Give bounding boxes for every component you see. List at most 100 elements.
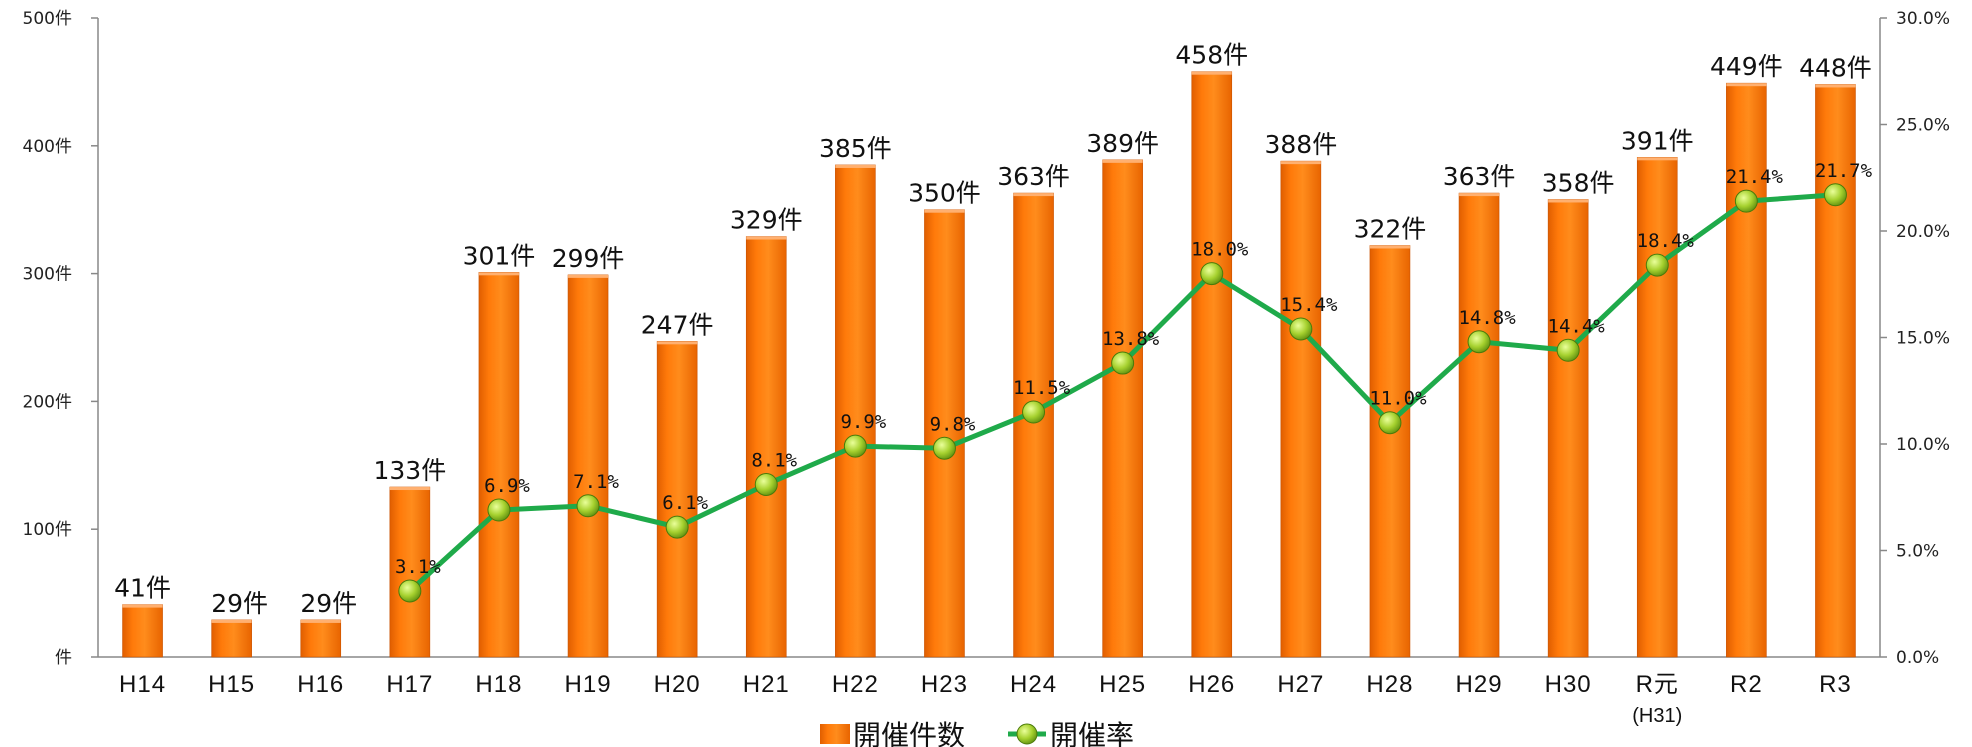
- left-axis-tick-label: 200件: [23, 392, 72, 412]
- rate-point: [932, 436, 956, 460]
- bar: [1636, 157, 1678, 658]
- bar: [300, 619, 342, 658]
- rate-point: [1022, 400, 1046, 424]
- right-axis-tick-label: 15.0%: [1896, 329, 1950, 349]
- x-axis-tick-label: H28: [1366, 671, 1413, 698]
- x-axis-tick-label: H29: [1456, 671, 1503, 698]
- left-axis-tick-label: 400件: [23, 137, 72, 157]
- bar: [567, 274, 609, 658]
- x-axis-tick-label: H22: [832, 671, 879, 698]
- bar: [1815, 84, 1856, 658]
- rate-value-label: 18.4%: [1637, 230, 1695, 252]
- bar-value-label: 389件: [1086, 129, 1159, 158]
- rate-value-label: 9.9%: [840, 411, 886, 433]
- rate-point: [398, 579, 422, 603]
- rate-value-label: 7.1%: [573, 471, 619, 493]
- bar-top-highlight: [1726, 83, 1767, 87]
- bar: [656, 341, 698, 658]
- x-axis-tick-label: H14: [119, 671, 166, 698]
- rate-point: [754, 472, 778, 496]
- rate-value-label: 21.7%: [1815, 160, 1873, 182]
- left-axis-ticks: 件 100件 200件 300件 400件 500件: [23, 9, 98, 668]
- legend-line-label: 開催率: [1050, 719, 1134, 747]
- x-axis-tick-label: H21: [743, 671, 790, 698]
- right-axis-tick-label: 10.0%: [1896, 435, 1950, 455]
- bar-top-highlight: [1102, 159, 1143, 163]
- bar: [924, 209, 965, 658]
- bar-top-highlight: [389, 487, 430, 491]
- right-axis-ticks: 0.0% 5.0% 10.0% 15.0% 20.0% 25.0% 30.0%: [1880, 9, 1950, 668]
- bar-value-label: 388件: [1264, 130, 1337, 159]
- bar-value-label: 350件: [908, 179, 981, 208]
- rate-value-label: 11.5%: [1013, 377, 1071, 399]
- x-axis-tick-label: H15: [208, 671, 255, 698]
- bar-value-label: 41件: [114, 574, 171, 603]
- bar: [1102, 159, 1143, 658]
- bar-value-label: 299件: [552, 244, 625, 273]
- bar-top-highlight: [211, 619, 252, 623]
- bar: [211, 619, 252, 658]
- rate-point: [1823, 183, 1847, 207]
- rate-value-label: 8.1%: [751, 449, 797, 471]
- rate-value-label: 14.4%: [1548, 315, 1606, 337]
- rate-point: [1556, 338, 1580, 362]
- bar-top-highlight: [835, 164, 876, 168]
- legend-line-marker: [1016, 723, 1038, 745]
- x-axis-tick-label: H30: [1545, 671, 1592, 698]
- rate-point: [1467, 330, 1491, 354]
- bar-value-label: 29件: [300, 589, 357, 618]
- bar-value-label: 458件: [1175, 41, 1248, 70]
- bar: [1726, 82, 1767, 658]
- bar-value-label: 247件: [641, 310, 714, 339]
- x-axis-tick-label: H26: [1188, 671, 1235, 698]
- rate-point: [665, 515, 689, 539]
- x-axis-tick-sublabel: (H31): [1632, 705, 1682, 727]
- x-axis-tick-label: H24: [1010, 671, 1057, 698]
- bar-value-label: 301件: [463, 241, 536, 270]
- bar-top-highlight: [568, 274, 609, 278]
- bar: [1013, 192, 1054, 658]
- x-axis-tick-label: H19: [565, 671, 612, 698]
- bar: [835, 164, 876, 658]
- rate-point: [487, 498, 511, 522]
- bar-value-label: 448件: [1799, 53, 1872, 82]
- x-axis-tick-label: H23: [921, 671, 968, 698]
- rate-point: [1289, 317, 1313, 341]
- bar: [745, 236, 787, 658]
- right-axis-tick-label: 25.0%: [1896, 116, 1950, 136]
- x-axis-tick-label: H16: [297, 671, 344, 698]
- bar-value-label: 385件: [819, 134, 892, 163]
- bar-value-label: 329件: [730, 206, 803, 235]
- rate-value-label: 3.1%: [395, 556, 441, 578]
- rate-point: [576, 494, 600, 518]
- bar: [122, 604, 163, 658]
- bar-top-highlight: [1815, 84, 1856, 88]
- rate-point: [1734, 189, 1758, 213]
- rate-value-label: 15.4%: [1280, 294, 1338, 316]
- bar-series: [122, 71, 1856, 658]
- bar-top-highlight: [924, 209, 965, 213]
- bar-top-highlight: [1548, 199, 1589, 203]
- rate-value-label: 6.9%: [484, 475, 530, 497]
- bar-top-highlight: [746, 236, 787, 240]
- left-axis-tick-label: 件: [55, 648, 72, 668]
- line-series: 3.1% 6.9% 7.1% 6.1% 8.1% 9.9% 9.8% 11.5% 13.8% 18…: [395, 160, 1873, 603]
- left-axis-tick-label: 500件: [23, 9, 72, 29]
- x-axis-tick-label: H18: [475, 671, 522, 698]
- legend-bar-swatch: [820, 724, 850, 744]
- bar-top-highlight: [478, 272, 519, 276]
- bar-top-highlight: [1013, 193, 1054, 197]
- bar-top-highlight: [1191, 71, 1232, 75]
- bar-value-label: 391件: [1621, 126, 1694, 155]
- rate-value-label: 13.8%: [1102, 328, 1160, 350]
- left-axis-tick-label: 300件: [23, 265, 72, 285]
- bar-value-label: 363件: [1443, 162, 1516, 191]
- legend: 開催件数 開催率: [820, 719, 1134, 747]
- x-axis-tick-label: H25: [1099, 671, 1146, 698]
- rate-point: [1645, 253, 1669, 277]
- bar-value-label: 358件: [1542, 168, 1615, 197]
- bar-top-highlight: [1459, 193, 1500, 197]
- rate-point: [843, 434, 867, 458]
- x-axis-tick-labels: H14 H15 H16 H17 H18 H19 H20 H21 H22 H23 H24 H25 H26 H…: [119, 671, 1851, 727]
- bar: [1458, 192, 1500, 658]
